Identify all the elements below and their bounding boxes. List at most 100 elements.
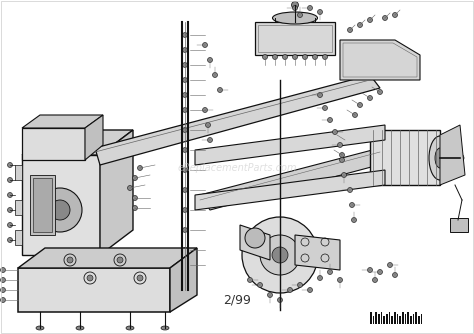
Bar (389, 312, 390, 324)
Bar (383, 316, 385, 324)
Circle shape (318, 276, 322, 281)
Polygon shape (440, 125, 465, 185)
Circle shape (367, 96, 373, 101)
Circle shape (308, 5, 312, 10)
Circle shape (182, 263, 188, 268)
Polygon shape (100, 130, 133, 255)
Polygon shape (340, 40, 420, 80)
Circle shape (367, 17, 373, 22)
Circle shape (337, 278, 343, 283)
Circle shape (260, 235, 300, 275)
Circle shape (182, 187, 188, 192)
Polygon shape (95, 75, 380, 165)
Circle shape (392, 273, 398, 278)
Bar (415, 312, 417, 324)
Polygon shape (22, 155, 100, 255)
Circle shape (383, 15, 388, 20)
Polygon shape (295, 235, 340, 270)
Circle shape (367, 268, 373, 273)
Polygon shape (200, 148, 390, 210)
Polygon shape (18, 248, 197, 268)
Circle shape (133, 205, 137, 210)
Circle shape (182, 32, 188, 37)
Circle shape (128, 185, 133, 190)
Circle shape (182, 128, 188, 133)
Circle shape (267, 293, 273, 298)
Circle shape (352, 217, 356, 222)
Circle shape (312, 54, 318, 59)
Circle shape (182, 247, 188, 253)
Circle shape (347, 187, 353, 192)
Circle shape (8, 177, 12, 182)
Circle shape (328, 270, 332, 275)
Bar (418, 316, 420, 324)
Circle shape (347, 27, 353, 32)
Circle shape (87, 275, 93, 281)
Circle shape (8, 207, 12, 212)
Bar (391, 316, 393, 324)
Circle shape (0, 298, 6, 303)
Circle shape (182, 167, 188, 172)
Circle shape (212, 72, 218, 77)
Circle shape (218, 88, 222, 93)
Circle shape (182, 47, 188, 52)
Polygon shape (450, 218, 468, 232)
Circle shape (392, 12, 398, 17)
Circle shape (357, 22, 363, 27)
Ellipse shape (126, 326, 134, 330)
Bar (405, 314, 406, 324)
Circle shape (339, 153, 345, 158)
Circle shape (8, 237, 12, 242)
Polygon shape (170, 248, 197, 312)
Polygon shape (15, 165, 22, 180)
Circle shape (117, 257, 123, 263)
Circle shape (341, 172, 346, 177)
Circle shape (298, 12, 302, 17)
Circle shape (0, 278, 6, 283)
Circle shape (38, 188, 82, 232)
Circle shape (182, 148, 188, 153)
Circle shape (292, 5, 298, 10)
Bar (399, 316, 401, 324)
Circle shape (339, 158, 345, 163)
Polygon shape (22, 130, 133, 155)
Circle shape (50, 200, 70, 220)
Bar (375, 312, 377, 324)
Circle shape (208, 138, 212, 143)
Circle shape (137, 166, 143, 170)
Circle shape (8, 222, 12, 227)
Circle shape (247, 278, 253, 283)
Polygon shape (240, 225, 270, 260)
Bar (381, 312, 382, 324)
Circle shape (182, 93, 188, 98)
Circle shape (283, 54, 288, 59)
Circle shape (245, 228, 265, 248)
Polygon shape (30, 175, 55, 235)
Ellipse shape (161, 326, 169, 330)
Text: eReplacementParts.com: eReplacementParts.com (177, 163, 297, 173)
Polygon shape (15, 200, 22, 215)
Ellipse shape (76, 326, 84, 330)
Bar (421, 314, 422, 324)
Circle shape (133, 175, 137, 180)
Circle shape (206, 123, 210, 128)
Circle shape (353, 113, 357, 118)
Circle shape (332, 130, 337, 135)
Bar (386, 314, 388, 324)
Circle shape (298, 283, 302, 288)
Circle shape (242, 217, 318, 293)
Polygon shape (15, 230, 22, 245)
Bar (378, 314, 380, 324)
Circle shape (343, 138, 347, 143)
Bar (394, 312, 396, 324)
Ellipse shape (429, 136, 451, 180)
Circle shape (272, 247, 288, 263)
Circle shape (182, 227, 188, 232)
Circle shape (456, 154, 464, 162)
Polygon shape (22, 115, 103, 128)
Ellipse shape (435, 148, 445, 168)
Bar (373, 316, 374, 324)
Circle shape (328, 118, 332, 123)
Text: 2/99: 2/99 (223, 294, 251, 307)
Circle shape (377, 90, 383, 95)
